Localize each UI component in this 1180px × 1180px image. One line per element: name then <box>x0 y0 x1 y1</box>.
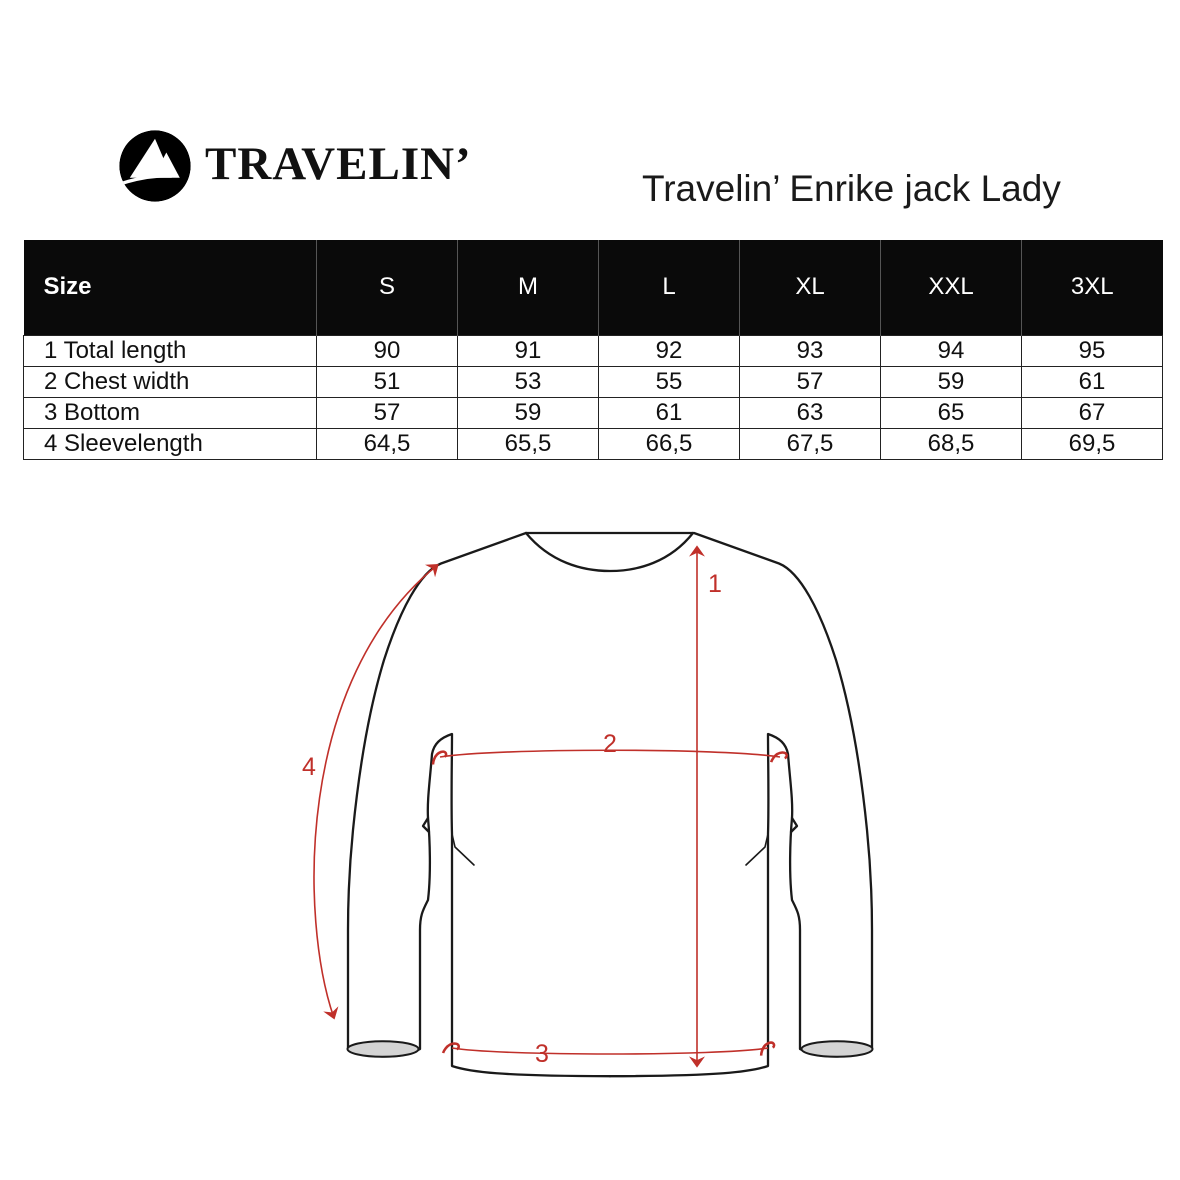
svg-text:4: 4 <box>302 753 316 781</box>
svg-text:1: 1 <box>708 570 722 598</box>
svg-text:2: 2 <box>603 730 617 758</box>
svg-text:3: 3 <box>535 1040 549 1068</box>
